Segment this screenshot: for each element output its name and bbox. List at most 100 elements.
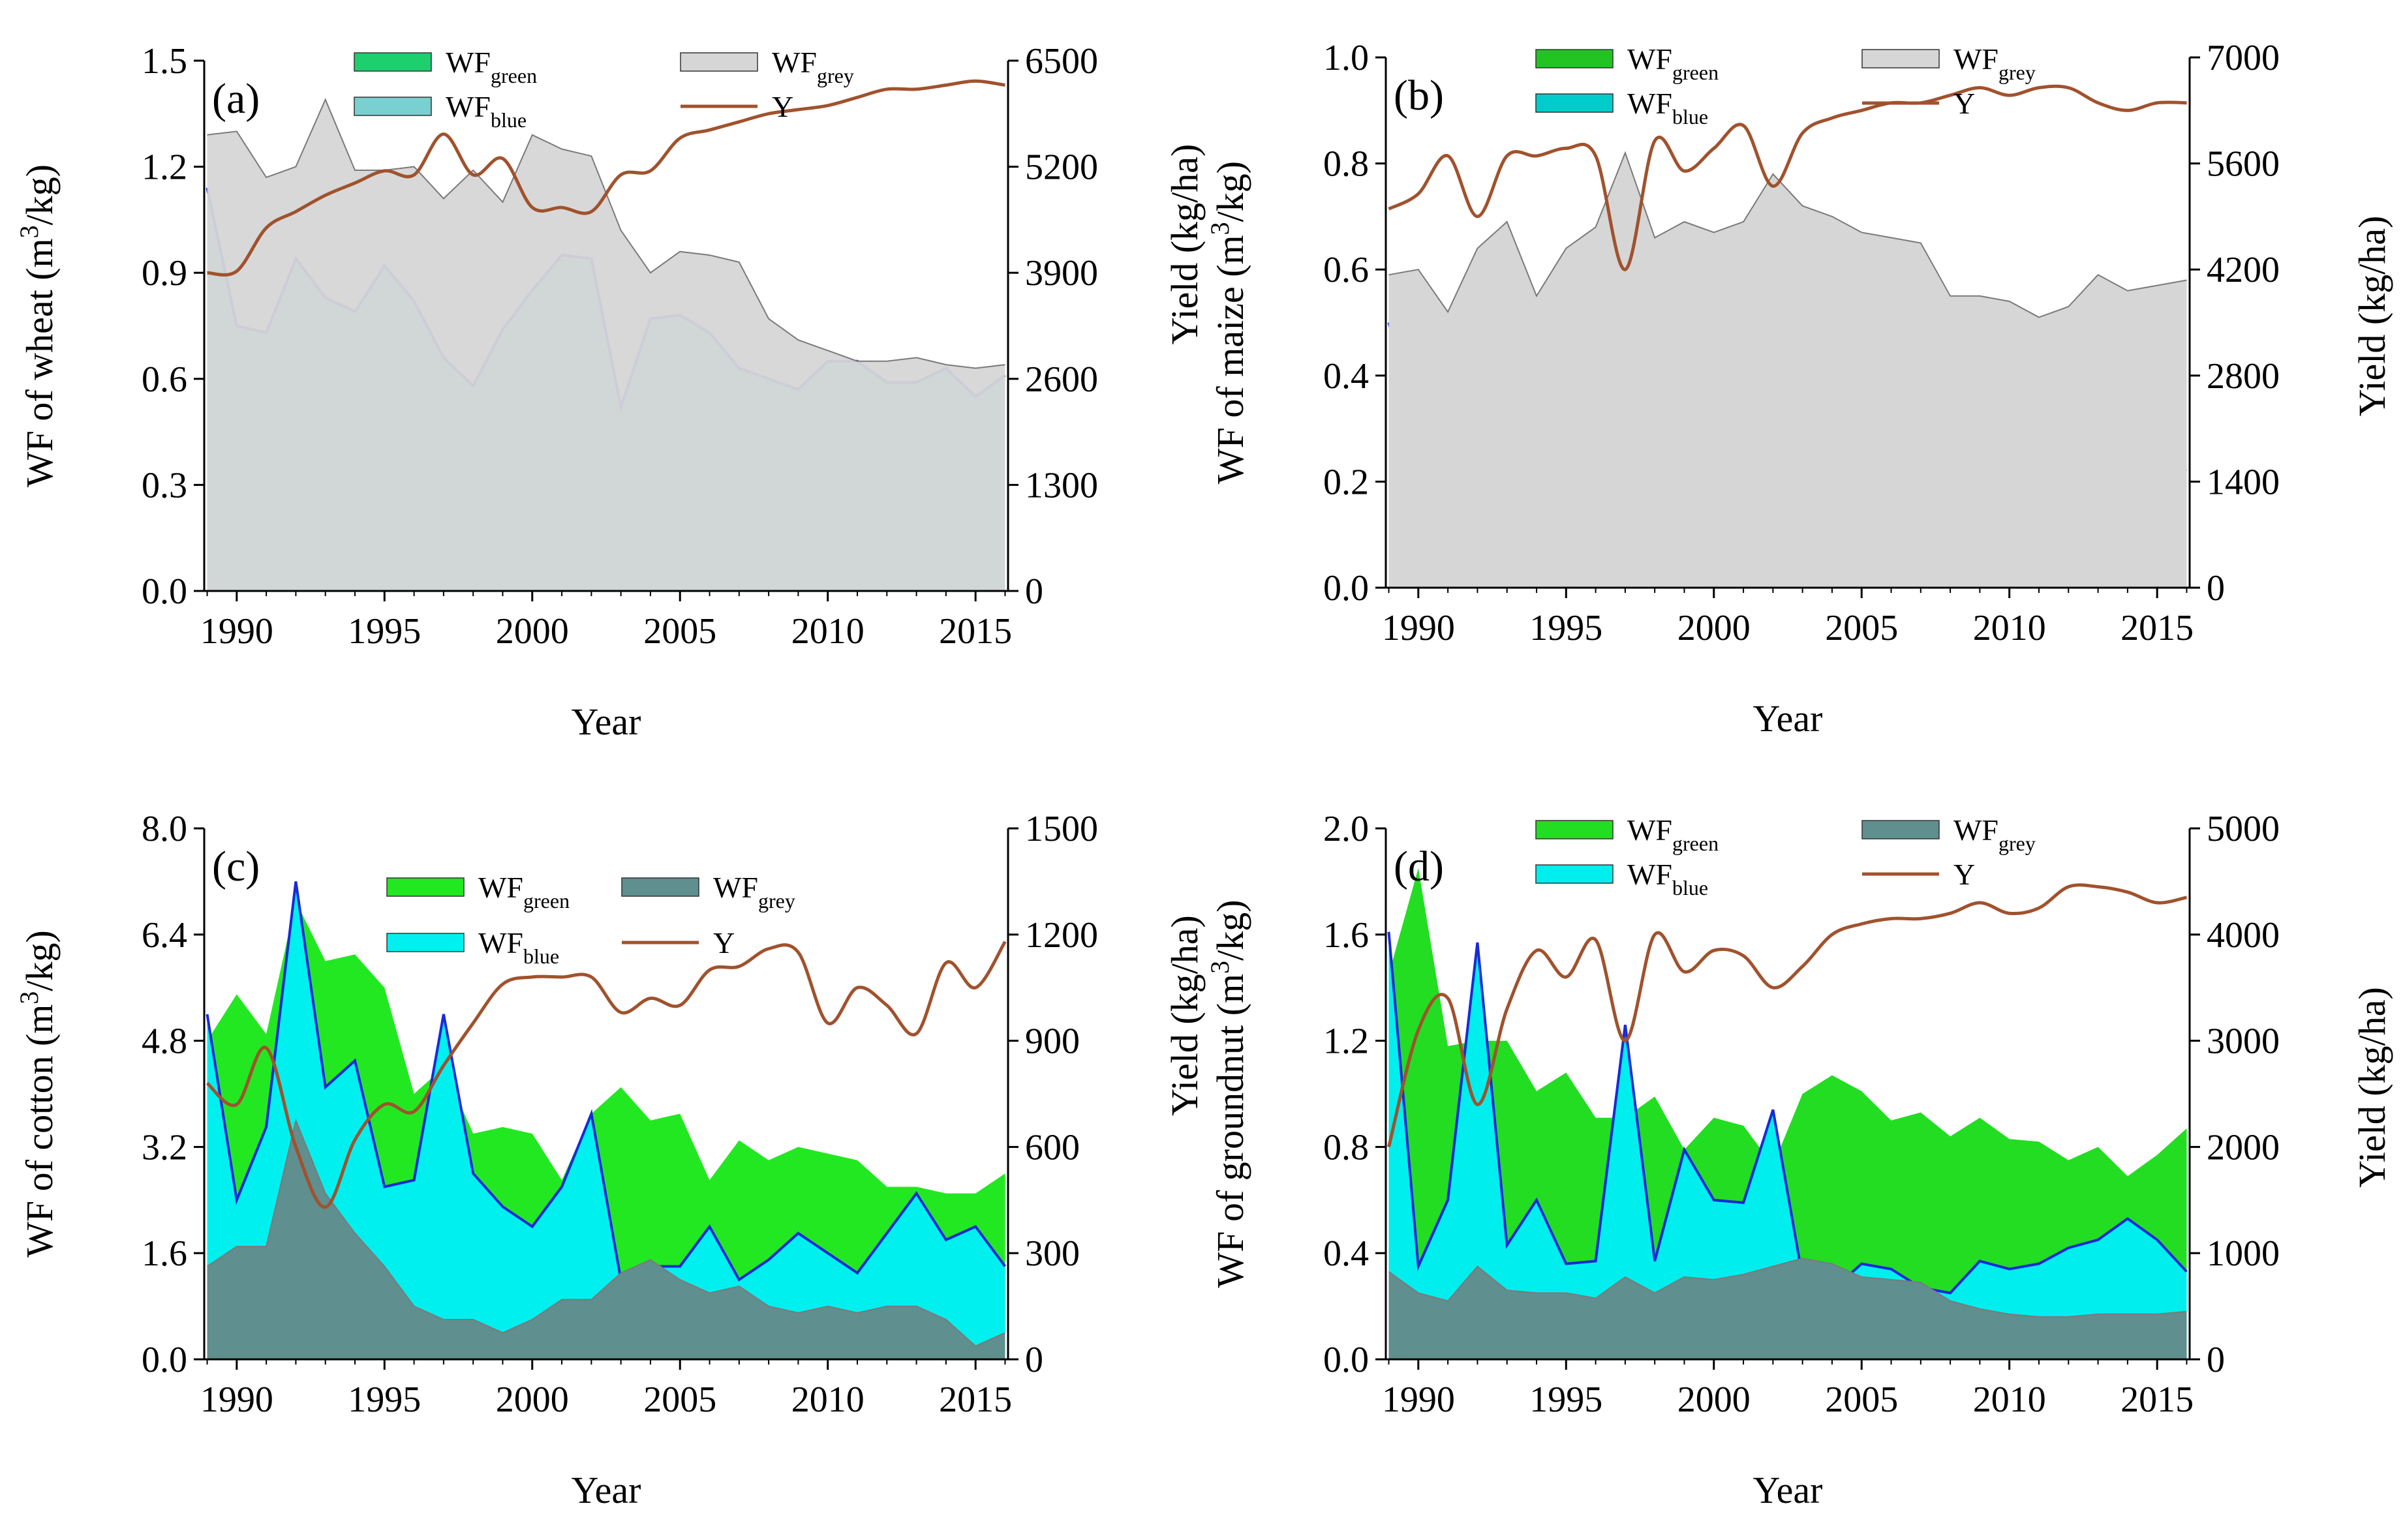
axes: 0.0 0.2 0.4 0.6 0.8 1.0 0 1400 2800 4200 5600 7000 1… (1323, 38, 2280, 648)
x-tick-label: 2010 (1973, 608, 2046, 648)
y-axis-title-sup: 3 (1205, 222, 1234, 235)
line-wf-blue (206, 881, 1007, 1282)
y2-tick-label: 5000 (2207, 809, 2280, 849)
legend: WFgreen WFgrey WFblue Y (354, 46, 854, 132)
legend-swatch-grey (680, 52, 758, 72)
y2-tick-label: 3000 (2207, 1021, 2280, 1062)
legend-label-green: WFgreen (1627, 42, 1719, 84)
x-tick-label: 2005 (1825, 1380, 1898, 1420)
legend-item-green: WFgreen (1535, 42, 1719, 84)
legend-item-yield: Y (681, 90, 793, 123)
legend-swatch-green (1535, 820, 1614, 839)
legend-label-grey: WFgrey (772, 46, 854, 87)
y2-tick-label: 0 (1025, 571, 1043, 612)
legend-label-yield: Y (713, 926, 735, 959)
y-axis-title-sup: 3 (1205, 961, 1234, 974)
y2-tick-label: 7000 (2207, 38, 2280, 78)
x-tick-label: 1995 (1529, 1380, 1602, 1420)
legend: WFgreen WFgrey WFblue Y (1535, 813, 2036, 899)
line-wf-grey (1388, 1258, 2187, 1318)
legend-label-blue: WFblue (1627, 858, 1708, 899)
y2-tick-label: 5600 (2207, 144, 2280, 185)
legend-item-green: WFgreen (354, 46, 537, 87)
area-wf-grey (207, 1120, 1005, 1359)
legend-item-grey: WFgrey (680, 46, 854, 87)
area-layers (206, 881, 1007, 1359)
legend-item-grey: WFgrey (1861, 42, 2036, 84)
line-yield (1388, 84, 2187, 271)
legend-swatch-blue (386, 933, 465, 952)
y2-tick-label: 1000 (2207, 1233, 2280, 1274)
legend-swatch-blue (1535, 864, 1614, 884)
axes: 0.0 0.4 0.8 1.2 1.6 2.0 0 1000 2000 3000 4000 5000 1… (1323, 809, 2280, 1420)
y2-axis-title-left: Yield (kg/ha) (1163, 144, 1206, 345)
y-axis-title-sup: 3 (14, 991, 44, 1004)
panel-label: (d) (1394, 843, 1444, 890)
y2-tick-label: 1500 (1025, 809, 1098, 849)
area-wf-green (1388, 868, 2187, 1359)
y-tick-label: 8.0 (142, 809, 187, 849)
legend-label-yield: Y (772, 90, 793, 123)
legend-label-blue: WFblue (1627, 87, 1708, 128)
legend-swatch-green (354, 52, 432, 72)
legend-swatch-grey (621, 877, 699, 897)
axes: 0.0 0.3 0.6 0.9 1.2 1.5 0 1300 2600 3900 5200 6500 1… (142, 41, 1098, 652)
y2-tick-label: 6500 (1025, 41, 1098, 82)
y-tick-label: 0.8 (1323, 144, 1369, 185)
panel-maize: 0.0 0.2 0.4 0.6 0.8 1.0 0 1400 2800 4200 5600 7000 1… (1163, 38, 2393, 740)
legend-item-yield: Y (622, 926, 735, 959)
legend-swatch-blue (1535, 93, 1614, 113)
x-tick-label: 2000 (496, 1380, 569, 1420)
line-yield (1387, 883, 2188, 1148)
legend-label-grey: WFgrey (1953, 42, 2036, 84)
y-axis-title-suffix: /kg) (1209, 161, 1251, 222)
x-tick-label: 2015 (939, 1380, 1012, 1420)
legend-swatch-green (386, 877, 465, 897)
x-tick-label: 1990 (1382, 1380, 1455, 1420)
x-tick-label: 2010 (1973, 1380, 2046, 1420)
legend: WFgreen WFgrey WFblue Y (386, 871, 795, 968)
y2-tick-label: 2800 (2207, 356, 2280, 397)
legend: WFgreen WFgrey WFblue Y (1535, 42, 2036, 128)
y-tick-label: 1.6 (1323, 915, 1369, 956)
x-tick-label: 2010 (791, 1380, 865, 1420)
y-tick-label: 2.0 (1323, 809, 1369, 849)
legend-label-green: WFgreen (1627, 813, 1719, 855)
y-tick-label: 0.0 (142, 571, 187, 612)
y-axis-title: WF of wheat (m3/kg) (14, 164, 61, 487)
legend-label-yield: Y (1953, 87, 1975, 120)
y2-tick-label: 2600 (1025, 359, 1098, 400)
y2-tick-label: 4000 (2207, 915, 2280, 956)
y-tick-label: 0.8 (1323, 1127, 1369, 1168)
y-tick-label: 0.4 (1323, 1233, 1369, 1274)
x-tick-label: 1990 (200, 1380, 273, 1420)
axes: 0.0 1.6 3.2 4.8 6.4 8.0 0 300 600 900 1200 1500 1990… (142, 809, 1098, 1420)
legend-item-blue: WFblue (1535, 858, 1708, 899)
panel-groundnut: 0.0 0.4 0.8 1.2 1.6 2.0 0 1000 2000 3000 4000 5000 1… (1163, 809, 2393, 1511)
legend-label-green: WFgreen (478, 871, 570, 913)
x-axis-title: Year (572, 1469, 641, 1511)
x-tick-label: 1995 (1529, 608, 1602, 648)
y2-tick-label: 2000 (2207, 1127, 2280, 1168)
area-layers (1387, 868, 2188, 1359)
y2-tick-label: 0 (2207, 568, 2225, 609)
y2-tick-label: 1200 (1025, 915, 1098, 956)
area-wf-grey (207, 99, 1005, 591)
legend-label-green: WFgreen (446, 46, 537, 87)
area-layers (1387, 84, 2188, 588)
legend-item-yield: Y (1862, 87, 1975, 120)
y2-tick-label: 600 (1025, 1127, 1080, 1168)
legend-swatch-grey (1861, 49, 1940, 68)
y-axis-title-suffix: /kg) (1209, 899, 1251, 960)
y-tick-label: 0.0 (142, 1340, 187, 1380)
x-tick-label: 2005 (643, 1380, 716, 1420)
line-wf-grey (1388, 151, 2187, 318)
x-axis-title: Year (1753, 697, 1823, 740)
x-tick-label: 2000 (496, 611, 569, 652)
x-tick-label: 1995 (348, 611, 421, 652)
y-axis-title: WF of groundnut (m3/kg) (1205, 899, 1251, 1288)
area-layers (206, 79, 1006, 591)
y2-axis-title-right: Yield (kg/ha) (2351, 987, 2393, 1188)
legend-swatch-grey (1861, 820, 1940, 839)
y-tick-label: 0.2 (1323, 462, 1369, 502)
